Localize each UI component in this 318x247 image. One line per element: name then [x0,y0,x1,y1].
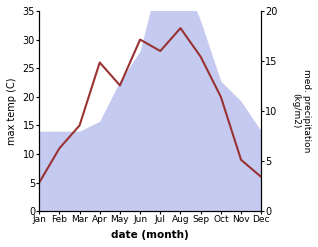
Y-axis label: max temp (C): max temp (C) [7,77,17,145]
X-axis label: date (month): date (month) [111,230,189,240]
Y-axis label: med. precipitation
(kg/m2): med. precipitation (kg/m2) [292,69,311,153]
